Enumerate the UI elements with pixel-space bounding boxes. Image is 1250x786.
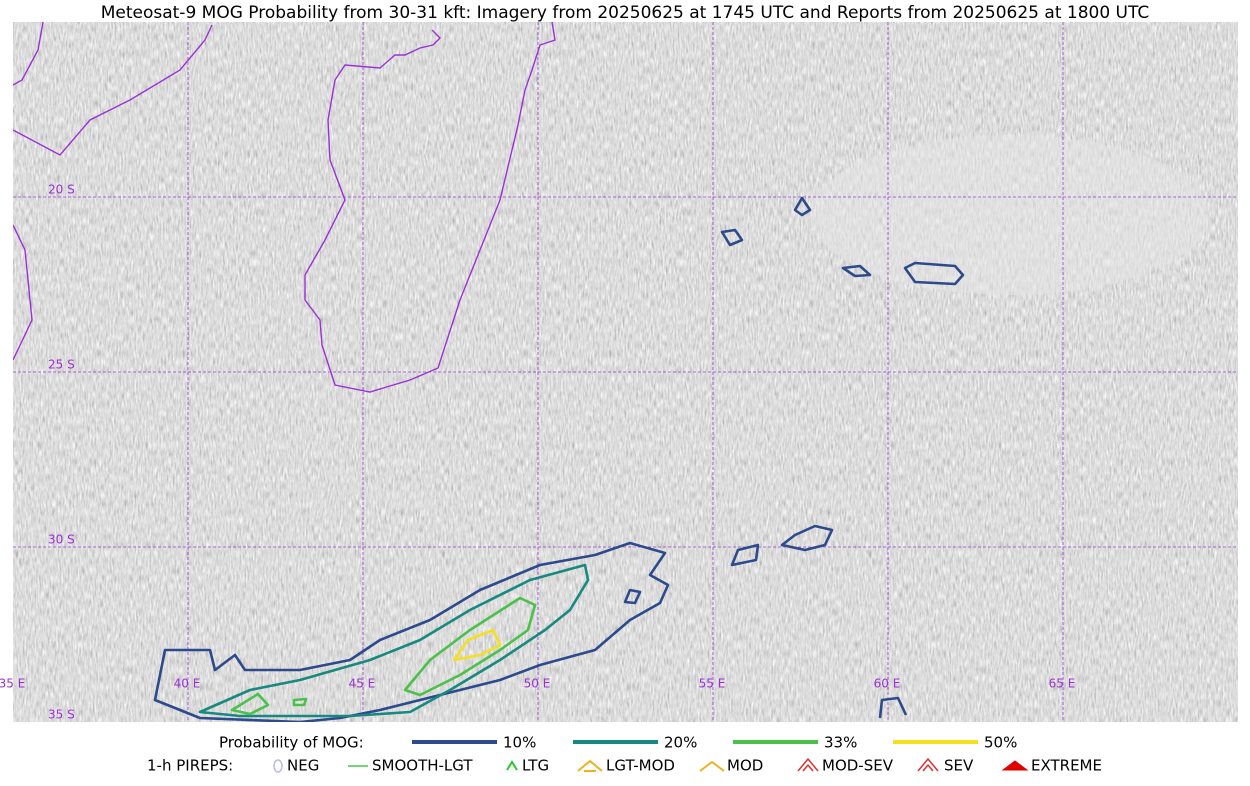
- map: [13, 22, 1238, 722]
- legend-label: SEV: [944, 757, 974, 775]
- lon-label: 35 E: [0, 677, 25, 691]
- legend-label: SMOOTH-LGT: [372, 757, 473, 775]
- pirep-icon: [1001, 760, 1029, 771]
- legend-label: 20%: [664, 734, 697, 752]
- legend-title: Probability of MOG:: [219, 734, 364, 752]
- legend-label: LTG: [522, 757, 549, 775]
- lon-label: 40 E: [174, 677, 201, 691]
- contour-0: [730, 543, 760, 567]
- lon-label: 55 E: [699, 677, 726, 691]
- pirep-icon: [273, 759, 283, 773]
- graticule-labels: 35 E 40 E 45 E 50 E 55 E 60 E 65 E 20 S 25 S 30 S…: [0, 183, 1075, 722]
- contour-0: [720, 228, 744, 247]
- pirep-icon: [506, 760, 518, 771]
- legend-label: LGT-MOD: [606, 757, 675, 775]
- contour-0: [793, 196, 812, 217]
- coastline: [13, 24, 213, 156]
- pirep-icon: [577, 759, 603, 772]
- legend-label: NEG: [287, 757, 319, 775]
- pirep-icon: [797, 757, 819, 772]
- contour-0: [903, 261, 965, 286]
- legend-label: EXTREME: [1031, 757, 1102, 775]
- coastline: [304, 22, 556, 393]
- lon-label: 65 E: [1049, 677, 1076, 691]
- contour-0: [780, 524, 834, 552]
- contour-0: [153, 541, 670, 722]
- legend-label: MOD: [727, 757, 763, 775]
- contour-0: [623, 588, 642, 605]
- contour-3: [452, 628, 502, 662]
- legend-label: MOD-SEV: [822, 757, 894, 775]
- contour-0: [841, 264, 872, 278]
- lat-label: 30 S: [48, 533, 75, 547]
- lon-label: 50 E: [524, 677, 551, 691]
- legend-label: 33%: [824, 734, 857, 752]
- pirep-icon: [699, 760, 725, 772]
- lat-label: 25 S: [48, 358, 75, 372]
- lat-label: 20 S: [48, 183, 75, 197]
- legend-label: 50%: [984, 734, 1017, 752]
- contour-2: [230, 692, 270, 716]
- contour-2: [292, 697, 308, 707]
- coastline: [13, 22, 44, 361]
- pirep-icon: [917, 757, 939, 772]
- contour-1: [198, 563, 590, 718]
- legend-title: 1-h PIREPS:: [147, 757, 233, 775]
- contour-2: [403, 596, 537, 697]
- contour-0: [878, 696, 908, 719]
- lon-label: 60 E: [874, 677, 901, 691]
- title: Meteosat-9 MOG Probability from 30-31 kf…: [101, 3, 1150, 23]
- legend-label: 10%: [503, 734, 536, 752]
- graticule: [13, 22, 1238, 722]
- legend: Probability of MOG: 1-h PIREPS: 10% 20% 33…: [147, 734, 1102, 775]
- lat-label: 35 S: [48, 708, 75, 722]
- cloud-feature: [810, 135, 1210, 295]
- lon-label: 45 E: [349, 677, 376, 691]
